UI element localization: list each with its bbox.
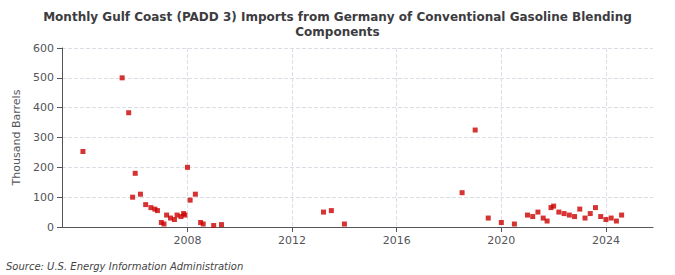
- svg-text:300: 300: [33, 131, 54, 144]
- svg-text:0: 0: [47, 221, 54, 234]
- svg-text:200: 200: [33, 161, 54, 174]
- svg-text:2008: 2008: [174, 234, 202, 247]
- svg-text:Source: U.S. Energy Informatio: Source: U.S. Energy Information Administ…: [6, 261, 243, 272]
- svg-text:2024: 2024: [592, 234, 620, 247]
- svg-text:500: 500: [33, 71, 54, 84]
- svg-text:Monthly Gulf Coast (PADD 3) Im: Monthly Gulf Coast (PADD 3) Imports from…: [43, 10, 632, 24]
- svg-text:400: 400: [33, 101, 54, 114]
- svg-text:2012: 2012: [278, 234, 306, 247]
- svg-text:2016: 2016: [383, 234, 411, 247]
- svg-text:Components: Components: [295, 25, 380, 39]
- svg-text:2020: 2020: [487, 234, 515, 247]
- svg-text:600: 600: [33, 42, 54, 55]
- svg-text:Thousand Barrels: Thousand Barrels: [10, 89, 23, 186]
- svg-text:100: 100: [33, 191, 54, 204]
